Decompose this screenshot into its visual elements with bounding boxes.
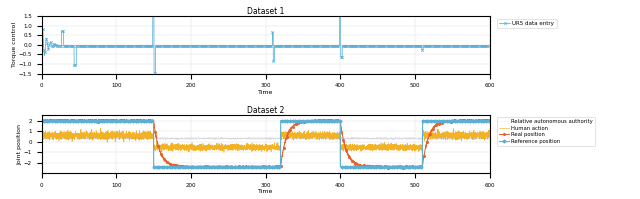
Real position [486,119,493,121]
Real position [75,118,83,120]
Reference position [144,119,152,122]
Reference position [150,166,157,168]
Human action [486,135,493,138]
Human action [38,134,45,136]
Reference position [483,119,490,122]
Reference position [239,166,246,168]
Relative autonomous authority [142,138,150,140]
X-axis label: Time: Time [258,90,273,95]
Human action [207,145,214,148]
Human action [142,136,150,139]
Real position [147,119,154,122]
Human action [144,133,152,135]
Relative autonomous authority [399,139,406,141]
Relative autonomous authority [239,137,246,139]
Title: Dataset 1: Dataset 1 [247,7,284,16]
Relative autonomous authority [144,138,152,140]
Line: Human action: Human action [42,128,490,152]
Real position [483,120,490,122]
Relative autonomous authority [486,138,493,140]
Human action [239,144,246,147]
Human action [483,131,490,134]
Y-axis label: Torque control: Torque control [12,22,17,67]
Relative autonomous authority [483,136,490,139]
Human action [220,151,228,154]
Real position [269,167,276,170]
Reference position [38,119,45,122]
X-axis label: Time: Time [258,189,273,194]
Reference position [142,119,150,122]
Relative autonomous authority [56,135,64,138]
Y-axis label: Joint position: Joint position [17,124,22,165]
Relative autonomous authority [147,137,154,140]
Human action [97,127,104,129]
Reference position [486,119,493,122]
Real position [207,166,214,168]
Relative autonomous authority [207,137,214,140]
Human action [147,134,154,136]
Line: Relative autonomous authority: Relative autonomous authority [42,136,490,140]
Reference position [147,119,154,122]
Relative autonomous authority [38,137,45,139]
Line: Reference position: Reference position [40,120,491,168]
Reference position [207,166,214,168]
Real position [38,119,45,122]
Real position [239,166,246,168]
Title: Dataset 2: Dataset 2 [247,106,284,115]
Real position [142,120,150,122]
Legend: UR5 data entry: UR5 data entry [497,19,557,28]
Legend: Relative autonomous authority, Human action, Real position, Reference position: Relative autonomous authority, Human act… [497,117,595,146]
Line: Real position: Real position [41,118,490,169]
Real position [144,119,152,121]
